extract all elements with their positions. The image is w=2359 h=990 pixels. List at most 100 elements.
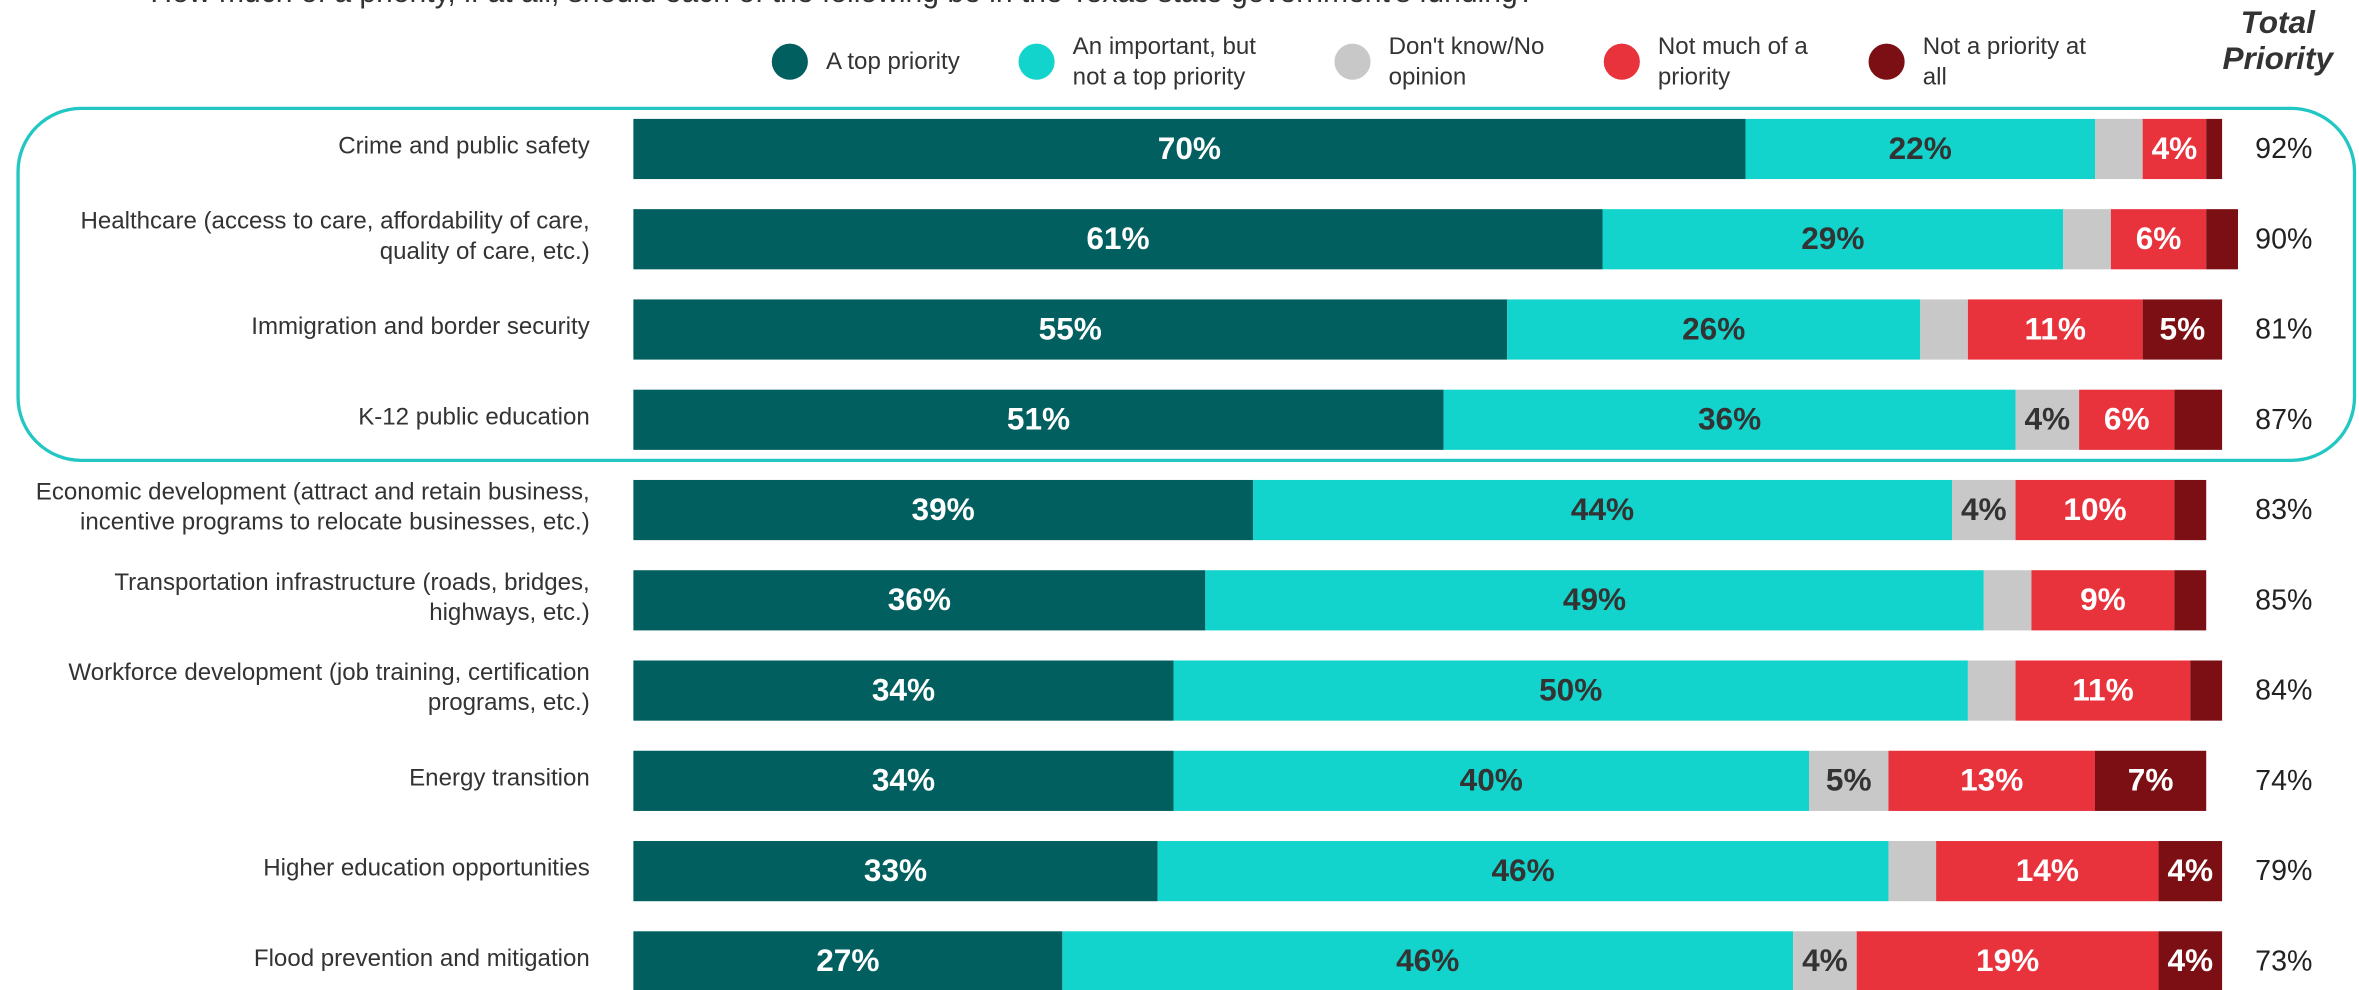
category-label: Higher education opportunities — [263, 856, 590, 882]
data-label: 51% — [1007, 401, 1070, 437]
legend-label: Don't know/No opinion — [1388, 34, 1545, 91]
total-label: 87% — [2255, 404, 2312, 436]
data-label: 46% — [1396, 942, 1459, 978]
total-label: 90% — [2255, 223, 2312, 255]
bar-segment — [1062, 931, 1794, 990]
totals-header-box: Total Priority — [2222, 6, 2333, 77]
data-label: 61% — [1086, 220, 1149, 256]
category-label-box: Crime and public safety — [338, 133, 590, 160]
bar-segment — [1952, 479, 2016, 541]
data-label: 19% — [1976, 942, 2039, 978]
data-label: 4% — [2025, 401, 2071, 437]
bar-segment — [1936, 841, 2159, 902]
bar-segment — [2110, 209, 2207, 270]
data-label: 4% — [2167, 942, 2213, 978]
data-label: 29% — [1801, 220, 1864, 256]
total-label: 92% — [2255, 133, 2312, 165]
data-label: 6% — [2104, 401, 2150, 437]
bar-segment — [2079, 389, 2175, 450]
category-label: Workforce development (job training, cer… — [68, 660, 590, 717]
total-label: 74% — [2255, 765, 2312, 797]
bar-segment — [1856, 931, 2159, 990]
category-label: Energy transition — [409, 765, 590, 792]
bar-segment — [633, 299, 1508, 360]
bar-segment — [2174, 570, 2207, 631]
legend-label-box: Not a priority at all — [1922, 34, 2086, 91]
bar-segment — [1252, 479, 1953, 541]
chart-subtitle: How much of a priority, if at all, shoul… — [150, 0, 1534, 9]
data-label: 5% — [2160, 310, 2206, 346]
data-label: 34% — [872, 762, 935, 798]
data-label: 49% — [1563, 581, 1626, 617]
data-label: 4% — [2167, 852, 2213, 888]
category-label: Transportation infrastructure (roads, br… — [114, 570, 590, 626]
category-label-box: Economic development (attract and retain… — [36, 480, 590, 536]
bar-segment — [633, 931, 1063, 990]
bar-segment — [633, 660, 1174, 721]
bar-segment — [2190, 660, 2223, 721]
data-label: 50% — [1539, 671, 1602, 707]
bar-segment — [2158, 931, 2223, 990]
bar-segment — [2206, 209, 2238, 270]
bar-segment — [1967, 660, 2016, 721]
data-label: 11% — [2072, 671, 2133, 707]
legend-label: Not a priority at all — [1922, 34, 2086, 91]
data-label: 36% — [888, 581, 951, 617]
bar-segment — [633, 118, 1746, 180]
legend-label-box: An important, but not a top priority — [1073, 35, 1256, 91]
bar-segment — [1443, 389, 2016, 450]
legend-label: Not much of a priority — [1657, 34, 1808, 91]
bar-segment — [1888, 750, 2095, 811]
bar-segment — [2142, 118, 2207, 180]
total-label: 85% — [2255, 584, 2312, 616]
total-label: 81% — [2255, 314, 2312, 346]
data-label: 6% — [2136, 220, 2182, 256]
bar-segment — [633, 750, 1174, 811]
bar-segment — [1888, 841, 1937, 902]
data-label: 36% — [1698, 401, 1761, 437]
bar-segment — [2063, 209, 2111, 270]
category-label: Immigration and border security — [251, 314, 590, 341]
bar-segment — [1809, 750, 1889, 811]
category-label-box: Workforce development (job training, cer… — [68, 660, 590, 717]
data-label: 13% — [1960, 762, 2023, 798]
bar-segment — [2015, 479, 2175, 541]
bar-segment — [2015, 389, 2080, 450]
bar-segment — [2174, 479, 2207, 541]
category-label-box: Healthcare (access to care, affordabilit… — [80, 209, 589, 265]
bar-segment — [633, 209, 1603, 270]
category-label-box: K-12 public education — [358, 404, 590, 431]
bar-segment — [2015, 660, 2191, 721]
data-label: 22% — [1889, 130, 1952, 166]
legend-swatch — [1868, 43, 1905, 80]
category-label: Flood prevention and mitigation — [253, 946, 590, 972]
data-label: 44% — [1571, 491, 1634, 527]
category-label: Crime and public safety — [338, 133, 590, 160]
category-label-box: Transportation infrastructure (roads, br… — [114, 570, 590, 626]
data-label: 39% — [912, 491, 975, 527]
data-label: 14% — [2016, 852, 2079, 888]
bar-segment — [633, 570, 1206, 631]
data-label: 10% — [2063, 491, 2126, 527]
bar-segment — [1793, 931, 1857, 990]
bar-segment — [1157, 841, 1889, 902]
bar-segment — [2094, 750, 2207, 811]
data-label: 55% — [1039, 310, 1102, 346]
bar-segment — [1507, 299, 1921, 360]
data-label: 34% — [872, 671, 935, 707]
bar-segment — [2142, 299, 2223, 360]
legend-label-box: Not much of a priority — [1657, 34, 1808, 91]
legend-swatch — [771, 43, 808, 80]
legend-label-box: A top priority — [826, 50, 960, 76]
bar-segment — [1920, 299, 1968, 360]
category-label-box: Higher education opportunities — [263, 856, 590, 882]
data-label: 9% — [2080, 581, 2126, 617]
category-label: K-12 public education — [358, 404, 590, 431]
data-label: 7% — [2128, 762, 2174, 798]
total-label: 73% — [2255, 945, 2312, 977]
data-label: 70% — [1158, 130, 1221, 166]
total-label: 79% — [2255, 855, 2312, 887]
category-label-box: Flood prevention and mitigation — [253, 946, 590, 972]
bar-segment — [633, 479, 1253, 541]
